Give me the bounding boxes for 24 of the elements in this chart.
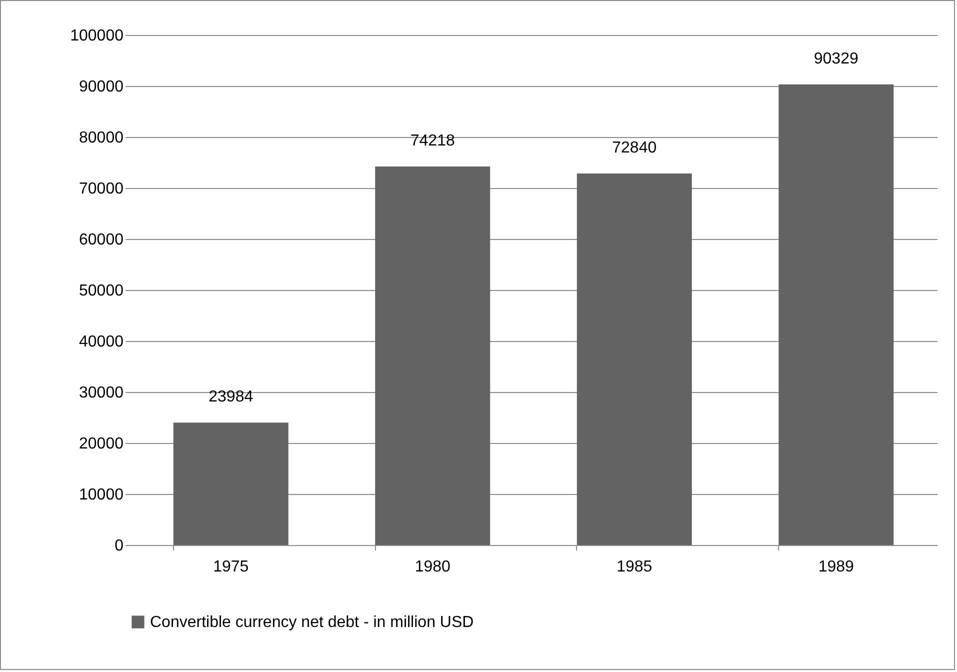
y-tick-label: 90000 [79,78,124,96]
y-tick-label: 50000 [79,282,124,300]
data-label: 90329 [814,50,858,68]
y-tick-label: 100000 [70,28,124,44]
x-tick-label: 1975 [213,558,249,576]
y-tick-label: 0 [114,538,124,554]
legend-label: Convertible currency net debt - in million USD [150,614,474,631]
y-tick-label: 30000 [79,384,124,402]
bar [375,166,490,545]
y-tick-label: 40000 [79,334,124,350]
bar [173,422,288,545]
y-tick-label: 20000 [79,436,124,452]
x-tick-label: 1989 [818,558,854,576]
bar [576,174,692,545]
y-tick-label: 10000 [79,486,124,504]
y-tick-label: 70000 [79,180,124,198]
bar [778,84,894,545]
x-tick-label: 1985 [616,558,652,576]
data-label: 23984 [208,388,254,406]
y-tick-label: 80000 [79,130,124,146]
data-label: 74218 [410,132,455,150]
x-tick-label: 1980 [414,558,451,576]
data-label: 72840 [612,140,657,157]
y-tick-label: 60000 [79,232,124,248]
